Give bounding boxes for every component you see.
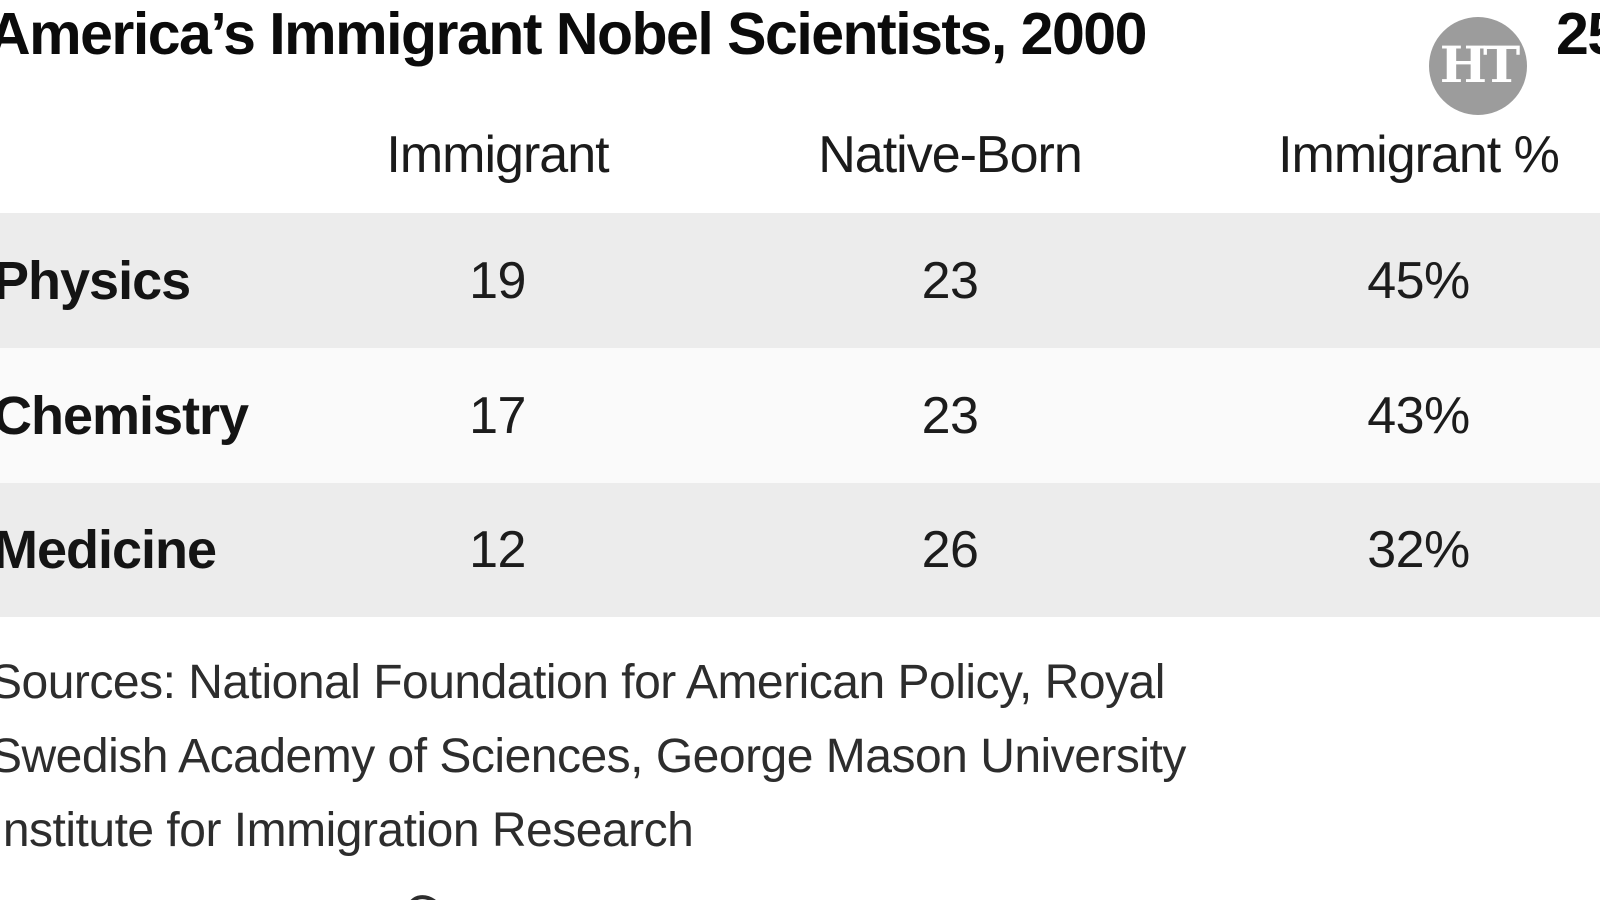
source-credit: Sources: National Foundation for America… (0, 646, 1186, 868)
col-header-immigrant-pct: Immigrant % (1278, 126, 1560, 184)
table-row: Chemistry 17 23 43% (0, 348, 1600, 483)
chart-title: America’s Immigrant Nobel Scientists, 20… (0, 1, 1147, 67)
cropped-next-line-glyph (408, 891, 438, 900)
ht-logo-text: HT (1439, 34, 1520, 94)
ht-logo: HT (1429, 17, 1527, 115)
row-label-chemistry: Chemistry (0, 385, 249, 446)
row-label-medicine: Medicine (0, 520, 217, 580)
source-line-2: Swedish Academy of Sciences, George Maso… (0, 730, 1186, 783)
medicine-immigrant-value: 12 (469, 521, 526, 579)
medicine-immigrant-pct-value: 32% (1367, 521, 1470, 579)
table-row: Physics 19 23 45% (0, 213, 1600, 348)
chemistry-immigrant-pct-value: 43% (1367, 386, 1470, 445)
chemistry-native-born-value: 23 (921, 386, 979, 445)
row-label-physics: Physics (0, 250, 191, 311)
physics-immigrant-value: 19 (469, 251, 526, 310)
table-header-row: Immigrant Native-Born Immigrant % (0, 116, 1600, 194)
physics-immigrant-pct-value: 45% (1367, 251, 1470, 310)
chart-title-year-fragment: 25 (1556, 1, 1600, 67)
table-row: Medicine 12 26 32% (0, 483, 1600, 617)
medicine-native-born-value: 26 (921, 521, 979, 579)
col-header-immigrant: Immigrant (386, 126, 609, 184)
source-line-1: Sources: National Foundation for America… (0, 656, 1165, 709)
physics-native-born-value: 23 (921, 251, 979, 310)
source-line-3: Institute for Immigration Research (0, 804, 694, 857)
chemistry-immigrant-value: 17 (469, 386, 526, 445)
col-header-native-born: Native-Born (818, 126, 1083, 184)
